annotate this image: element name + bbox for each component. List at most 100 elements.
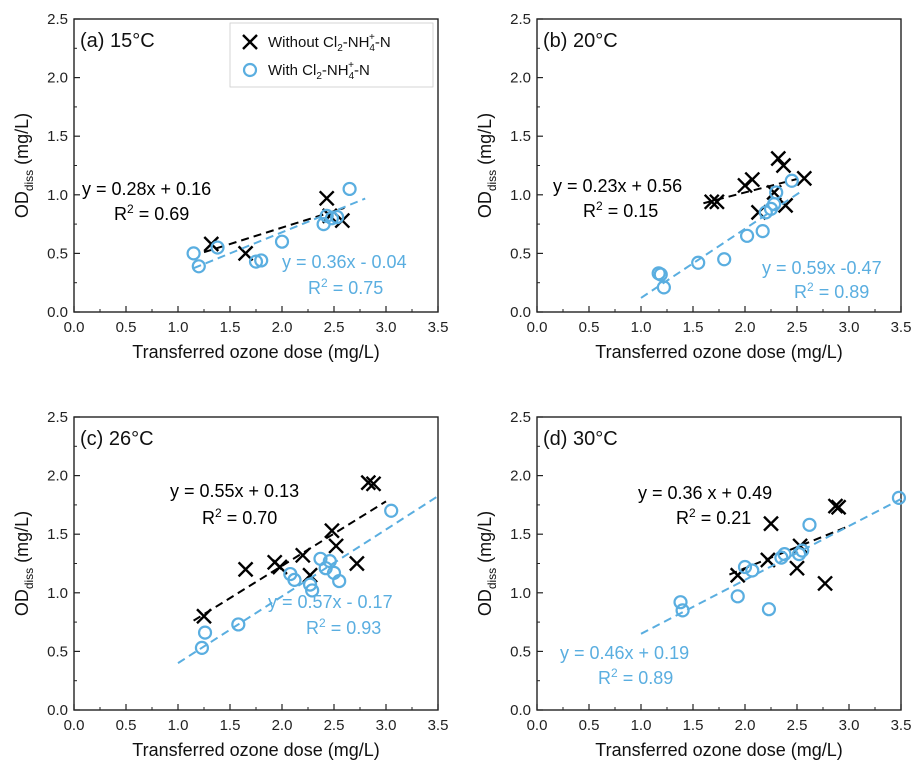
data-point-x-marker: [237, 561, 254, 578]
data-point-x-marker: [796, 170, 813, 187]
r2-without: R2 = 0.69: [114, 202, 189, 224]
x-tick-label: 3.0: [839, 717, 860, 734]
data-point-circle-marker: [305, 583, 320, 598]
y-tick-label: 1.0: [47, 585, 68, 602]
legend-entry-without-n: -N: [375, 34, 391, 51]
panel-a: 0.0 0.5 1.0 1.5 2.0 2.5 3.0 3.5 0.0 0.5 1.0 1.5 2.0 2…: [12, 11, 448, 362]
panel-label: (a) 15°C: [80, 30, 155, 52]
data-point-circle-marker: [194, 640, 210, 655]
y-axis-title: ODdiss (mg/L): [12, 511, 36, 616]
data-point-circle-marker: [784, 173, 799, 188]
data-point-x-marker: [817, 575, 833, 592]
data-point-x-marker: [196, 608, 212, 625]
panel-b: 0.0 0.5 1.0 1.5 2.0 2.5 3.0 3.5 0.0 0.5 1.0 1.5 2.0 2…: [475, 11, 911, 362]
x-tick-label: 0.0: [527, 319, 548, 336]
data-point-circle-marker: [191, 259, 206, 274]
equation-without: y = 0.28x + 0.16: [82, 179, 211, 199]
r2-symbol: R: [676, 508, 689, 528]
x-tick-label: 2.0: [272, 717, 293, 734]
r2-value: = 0.15: [603, 201, 659, 221]
data-point-circle-marker: [384, 503, 399, 518]
x-tick-label: 3.0: [376, 717, 397, 734]
y-tick-label: 0.0: [47, 304, 68, 321]
x-axis-title: Transferred ozone dose (mg/L): [132, 740, 379, 760]
y-axis-title-unit: (mg/L): [12, 113, 32, 170]
x-tick-label: 1.5: [683, 717, 704, 734]
data-point-circle-marker: [274, 234, 290, 249]
r2-exponent: 2: [807, 280, 814, 294]
r2-value: = 0.70: [222, 508, 278, 528]
r2-exponent: 2: [215, 506, 222, 520]
legend-entry-without-label: Without Cl: [268, 34, 337, 51]
data-point-circle-marker: [656, 280, 671, 295]
r2-symbol: R: [598, 668, 611, 688]
data-point-x-marker: [777, 197, 794, 214]
data-point-x-marker: [729, 567, 746, 584]
data-point-circle-marker: [737, 559, 753, 575]
y-tick-label: 1.5: [47, 526, 68, 543]
r2-without: R2 = 0.21: [676, 506, 751, 528]
legend-x-marker: [242, 34, 258, 50]
r2-exponent: 2: [689, 506, 696, 520]
r2-symbol: R: [583, 201, 596, 221]
y-tick-label: 2.5: [510, 11, 531, 28]
r2-symbol: R: [794, 282, 807, 302]
y-axis-title-sub: diss: [485, 170, 499, 191]
legend-circle-marker: [242, 62, 258, 78]
data-point-x-marker: [349, 555, 365, 572]
panel-label: (d) 30°C: [543, 428, 618, 450]
data-point-circle-marker: [210, 240, 225, 255]
x-tick-label: 2.5: [787, 319, 808, 336]
y-tick-label: 0.5: [510, 245, 531, 262]
equation-with: y = 0.46x + 0.19: [560, 643, 689, 663]
y-tick-label: 1.0: [510, 585, 531, 602]
legend-entry-with-sub4: 4: [349, 71, 355, 82]
y-axis-title-main: OD: [12, 191, 32, 218]
y-axis-title-sub: diss: [22, 170, 36, 191]
y-axis-title: ODdiss (mg/L): [12, 113, 36, 218]
plot-frame: [536, 416, 902, 711]
x-tick-label: 0.5: [579, 319, 600, 336]
x-tick-label: 3.5: [428, 319, 449, 336]
r2-value: = 0.75: [328, 278, 384, 298]
legend-entry-without-sub4: 4: [369, 43, 375, 54]
data-point-circle-marker: [802, 517, 817, 532]
x-tick-label: 3.0: [376, 319, 397, 336]
data-point-x-marker: [830, 499, 847, 516]
data-point-x-marker: [827, 498, 844, 514]
data-point-circle-marker: [891, 490, 907, 505]
x-axis-title: Transferred ozone dose (mg/L): [132, 342, 379, 362]
data-point-circle-marker: [675, 603, 690, 618]
x-tick-label: 2.5: [324, 717, 345, 734]
data-point-circle-marker: [691, 255, 706, 270]
data-point-circle-marker: [197, 625, 213, 640]
data-point-circle-marker: [717, 252, 732, 267]
series-without: y = 0.28x + 0.16 R2 = 0.69: [82, 179, 351, 262]
data-point-circle-marker: [186, 246, 201, 261]
r2-exponent: 2: [127, 202, 134, 216]
series-without: y = 0.36 x + 0.49 R2 = 0.21: [638, 483, 850, 592]
x-tick-label: 1.0: [631, 717, 652, 734]
y-axis-title-main: OD: [475, 191, 495, 218]
y-tick-label: 0.0: [510, 702, 531, 719]
data-point-circle-marker: [330, 209, 345, 225]
data-point-x-marker: [365, 475, 382, 492]
data-point-circle-marker: [769, 185, 784, 200]
series-without: y = 0.23x + 0.56 R2 = 0.15: [553, 150, 813, 221]
r2-without: R2 = 0.70: [202, 506, 277, 528]
x-tick-label: 2.0: [272, 319, 293, 336]
x-tick-label: 0.5: [116, 717, 137, 734]
r2-symbol: R: [202, 508, 215, 528]
data-point-x-marker: [709, 193, 725, 210]
equation-with: y = 0.59x -0.47: [762, 258, 882, 278]
r2-symbol: R: [306, 618, 319, 638]
data-point-circle-marker: [287, 572, 302, 588]
y-tick-label: 0.5: [47, 245, 68, 262]
y-tick-label: 0.5: [47, 643, 68, 660]
r2-with: R2 = 0.75: [308, 276, 383, 298]
legend-entry-with-nh: -NH: [322, 62, 349, 79]
data-point-circle-marker: [774, 550, 789, 565]
x-axis-title: Transferred ozone dose (mg/L): [595, 740, 842, 760]
